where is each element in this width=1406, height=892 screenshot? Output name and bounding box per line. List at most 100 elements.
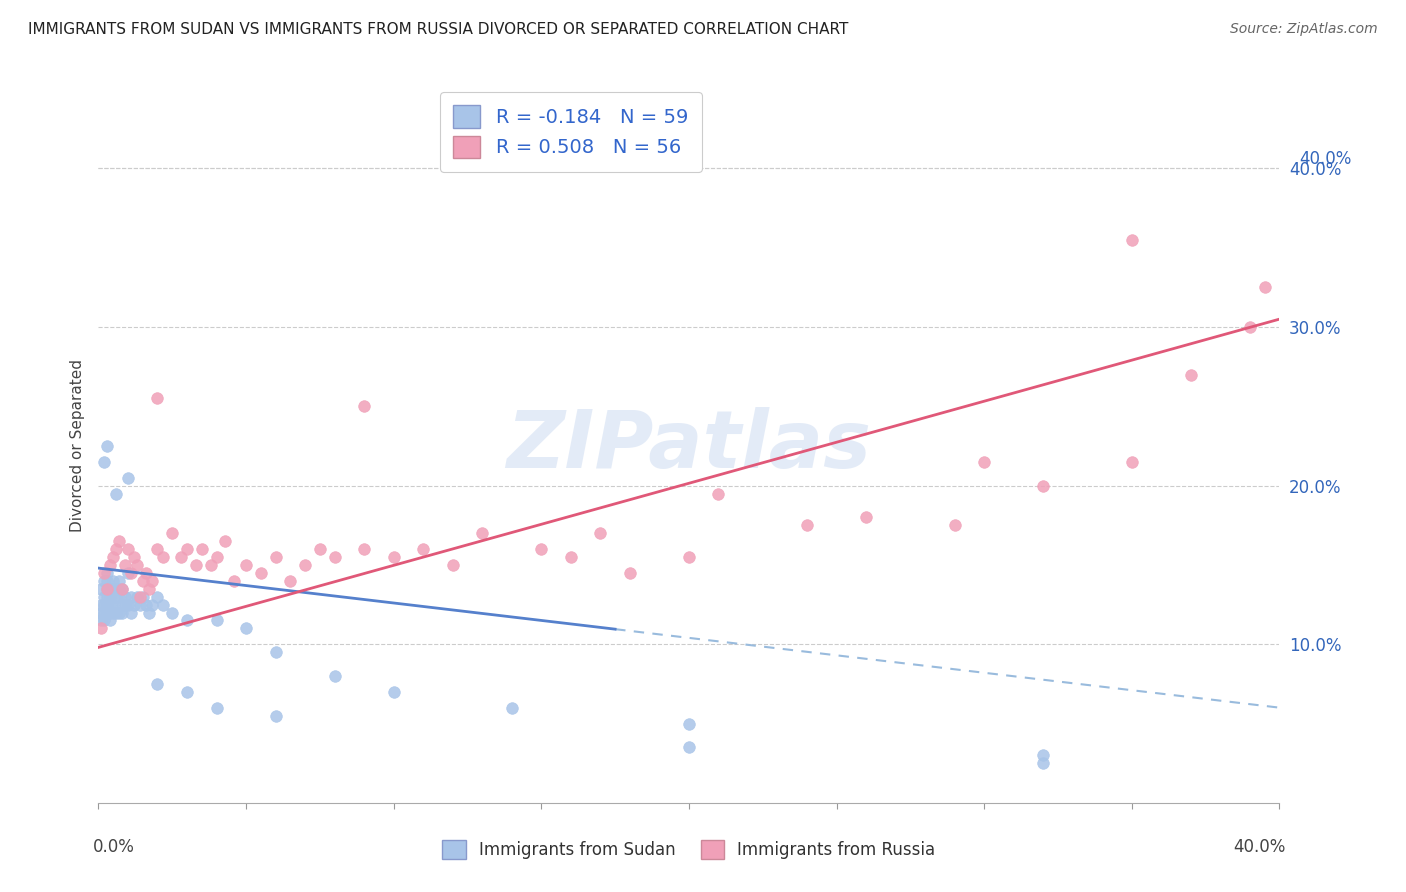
Point: [1032, 756, 1054, 771]
Point: [678, 716, 700, 731]
Point: [103, 549, 125, 564]
Point: [943, 518, 966, 533]
Legend: Immigrants from Sudan, Immigrants from Russia: Immigrants from Sudan, Immigrants from R…: [436, 833, 942, 866]
Point: [353, 400, 375, 414]
Point: [184, 558, 207, 572]
Point: [108, 574, 131, 588]
Point: [117, 598, 139, 612]
Point: [1121, 455, 1143, 469]
Point: [105, 542, 128, 557]
Point: [132, 574, 155, 588]
Text: 0.0%: 0.0%: [93, 838, 135, 856]
Point: [122, 549, 145, 564]
Point: [973, 455, 995, 469]
Point: [589, 526, 612, 541]
Point: [353, 542, 375, 557]
Point: [90, 582, 112, 596]
Point: [108, 534, 131, 549]
Point: [176, 542, 198, 557]
Point: [93, 598, 115, 612]
Point: [264, 708, 287, 723]
Point: [235, 558, 257, 572]
Point: [90, 621, 112, 635]
Point: [678, 740, 700, 755]
Point: [619, 566, 641, 580]
Point: [111, 598, 134, 612]
Point: [98, 606, 121, 620]
Point: [108, 590, 131, 604]
Point: [141, 574, 163, 588]
Point: [96, 566, 118, 580]
Point: [128, 598, 150, 612]
Point: [125, 558, 148, 572]
Point: [501, 700, 523, 714]
Point: [96, 439, 118, 453]
Point: [103, 582, 125, 596]
Point: [135, 566, 157, 580]
Point: [117, 566, 139, 580]
Text: ZIPatlas: ZIPatlas: [506, 407, 872, 485]
Text: Source: ZipAtlas.com: Source: ZipAtlas.com: [1230, 22, 1378, 37]
Point: [1121, 233, 1143, 247]
Point: [530, 542, 553, 557]
Point: [678, 549, 700, 564]
Point: [323, 549, 346, 564]
Point: [1032, 748, 1054, 763]
Point: [146, 392, 169, 406]
Text: IMMIGRANTS FROM SUDAN VS IMMIGRANTS FROM RUSSIA DIVORCED OR SEPARATED CORRELATIO: IMMIGRANTS FROM SUDAN VS IMMIGRANTS FROM…: [28, 22, 848, 37]
Point: [98, 598, 121, 612]
Point: [278, 574, 302, 588]
Point: [105, 486, 128, 500]
Point: [146, 542, 169, 557]
Point: [707, 486, 730, 500]
Point: [309, 542, 332, 557]
Point: [120, 590, 142, 604]
Point: [855, 510, 877, 524]
Point: [132, 590, 155, 604]
Y-axis label: Divorced or Separated: Divorced or Separated: [69, 359, 84, 533]
Point: [96, 582, 118, 596]
Point: [138, 606, 160, 620]
Point: [382, 549, 405, 564]
Point: [441, 558, 464, 572]
Point: [264, 645, 287, 659]
Point: [90, 598, 112, 612]
Point: [93, 455, 115, 469]
Point: [235, 621, 257, 635]
Point: [105, 582, 128, 596]
Point: [200, 558, 222, 572]
Point: [382, 685, 405, 699]
Point: [103, 606, 125, 620]
Point: [117, 471, 139, 485]
Point: [141, 598, 163, 612]
Point: [111, 582, 134, 596]
Point: [114, 590, 136, 604]
Point: [162, 606, 183, 620]
Point: [98, 614, 121, 628]
Point: [90, 606, 112, 620]
Text: 40.0%: 40.0%: [1233, 838, 1285, 856]
Point: [250, 566, 273, 580]
Point: [96, 590, 118, 604]
Point: [122, 598, 145, 612]
Point: [214, 534, 236, 549]
Point: [120, 606, 142, 620]
Point: [108, 606, 131, 620]
Point: [103, 574, 125, 588]
Point: [98, 590, 121, 604]
Point: [103, 598, 125, 612]
Point: [205, 614, 228, 628]
Point: [471, 526, 494, 541]
Point: [96, 598, 118, 612]
Point: [162, 526, 183, 541]
Point: [1239, 320, 1261, 334]
Point: [96, 582, 118, 596]
Point: [125, 590, 148, 604]
Point: [105, 590, 128, 604]
Point: [111, 606, 134, 620]
Point: [138, 582, 160, 596]
Point: [105, 606, 128, 620]
Point: [114, 558, 136, 572]
Point: [152, 549, 174, 564]
Point: [412, 542, 434, 557]
